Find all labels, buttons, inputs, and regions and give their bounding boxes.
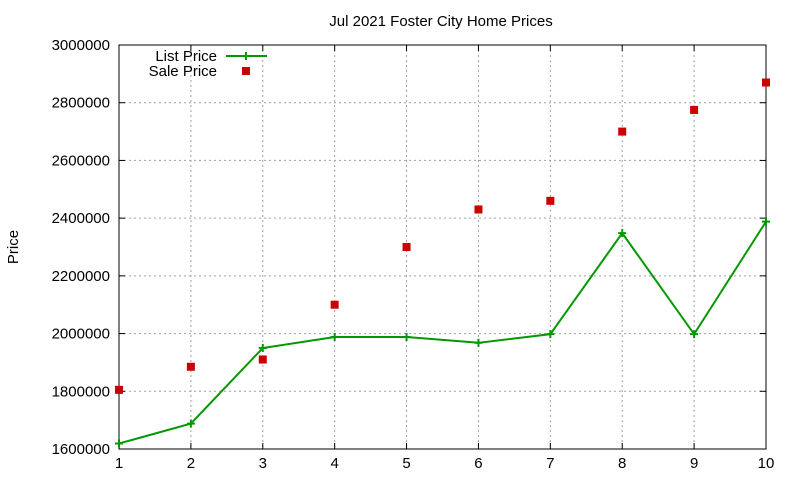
legend-label: Sale Price — [149, 63, 217, 80]
list-price-point — [762, 217, 770, 226]
list-price-point — [618, 229, 627, 238]
x-tick-label: 9 — [690, 455, 698, 472]
list-price-point — [258, 344, 267, 352]
sale-price-point — [618, 127, 627, 136]
sale-price-point — [330, 300, 339, 309]
chart-title: Jul 2021 Foster City Home Prices — [329, 13, 552, 30]
x-tick-label: 5 — [402, 455, 410, 472]
y-tick-label: 3000000 — [52, 37, 110, 54]
legend-marker-list-price — [242, 52, 250, 60]
sale-price-point — [186, 362, 195, 371]
series-layer — [115, 78, 770, 448]
sale-price-point — [115, 385, 123, 394]
sale-price-point — [762, 78, 770, 87]
list-price-point — [330, 333, 339, 342]
list-price-point — [546, 330, 555, 339]
y-tick-label: 2600000 — [52, 152, 110, 169]
y-tick-label: 1600000 — [52, 441, 110, 458]
sale-price-point — [402, 243, 411, 251]
y-tick-label: 2400000 — [52, 210, 110, 227]
x-tick-label: 1 — [115, 455, 123, 472]
x-tick-label: 7 — [546, 455, 554, 472]
x-tick-label: 10 — [758, 455, 775, 472]
axes: 1 2 3 4 5 6 7 8 9 10 1600000 1800000 2000000 2200000 2… — [52, 37, 775, 472]
y-axis-label: Price — [5, 230, 22, 264]
legend-swatch-sale-price — [242, 67, 250, 75]
list-price-point — [115, 439, 123, 448]
y-tick-label: 2200000 — [52, 268, 110, 285]
list-price-line — [118, 221, 767, 445]
y-tick-label: 2000000 — [52, 326, 110, 343]
list-price-point — [402, 333, 411, 342]
grid-lines — [119, 45, 766, 449]
x-tick-label: 8 — [618, 455, 626, 472]
y-tick-label: 1800000 — [52, 383, 110, 400]
list-price-point — [186, 419, 195, 428]
list-price-point — [474, 338, 483, 347]
x-tick-label: 3 — [259, 455, 267, 472]
y-tick-label: 2800000 — [52, 95, 110, 112]
x-tick-label: 6 — [474, 455, 482, 472]
list-price-point — [690, 330, 699, 339]
x-tick-label: 2 — [187, 455, 195, 472]
x-tick-label: 4 — [330, 455, 338, 472]
sale-price-point — [546, 196, 555, 205]
sale-price-point — [690, 105, 699, 114]
sale-price-point — [258, 355, 267, 364]
legend-label: List Price — [155, 48, 217, 65]
plot-border — [118, 44, 767, 450]
sale-price-point — [474, 205, 483, 214]
